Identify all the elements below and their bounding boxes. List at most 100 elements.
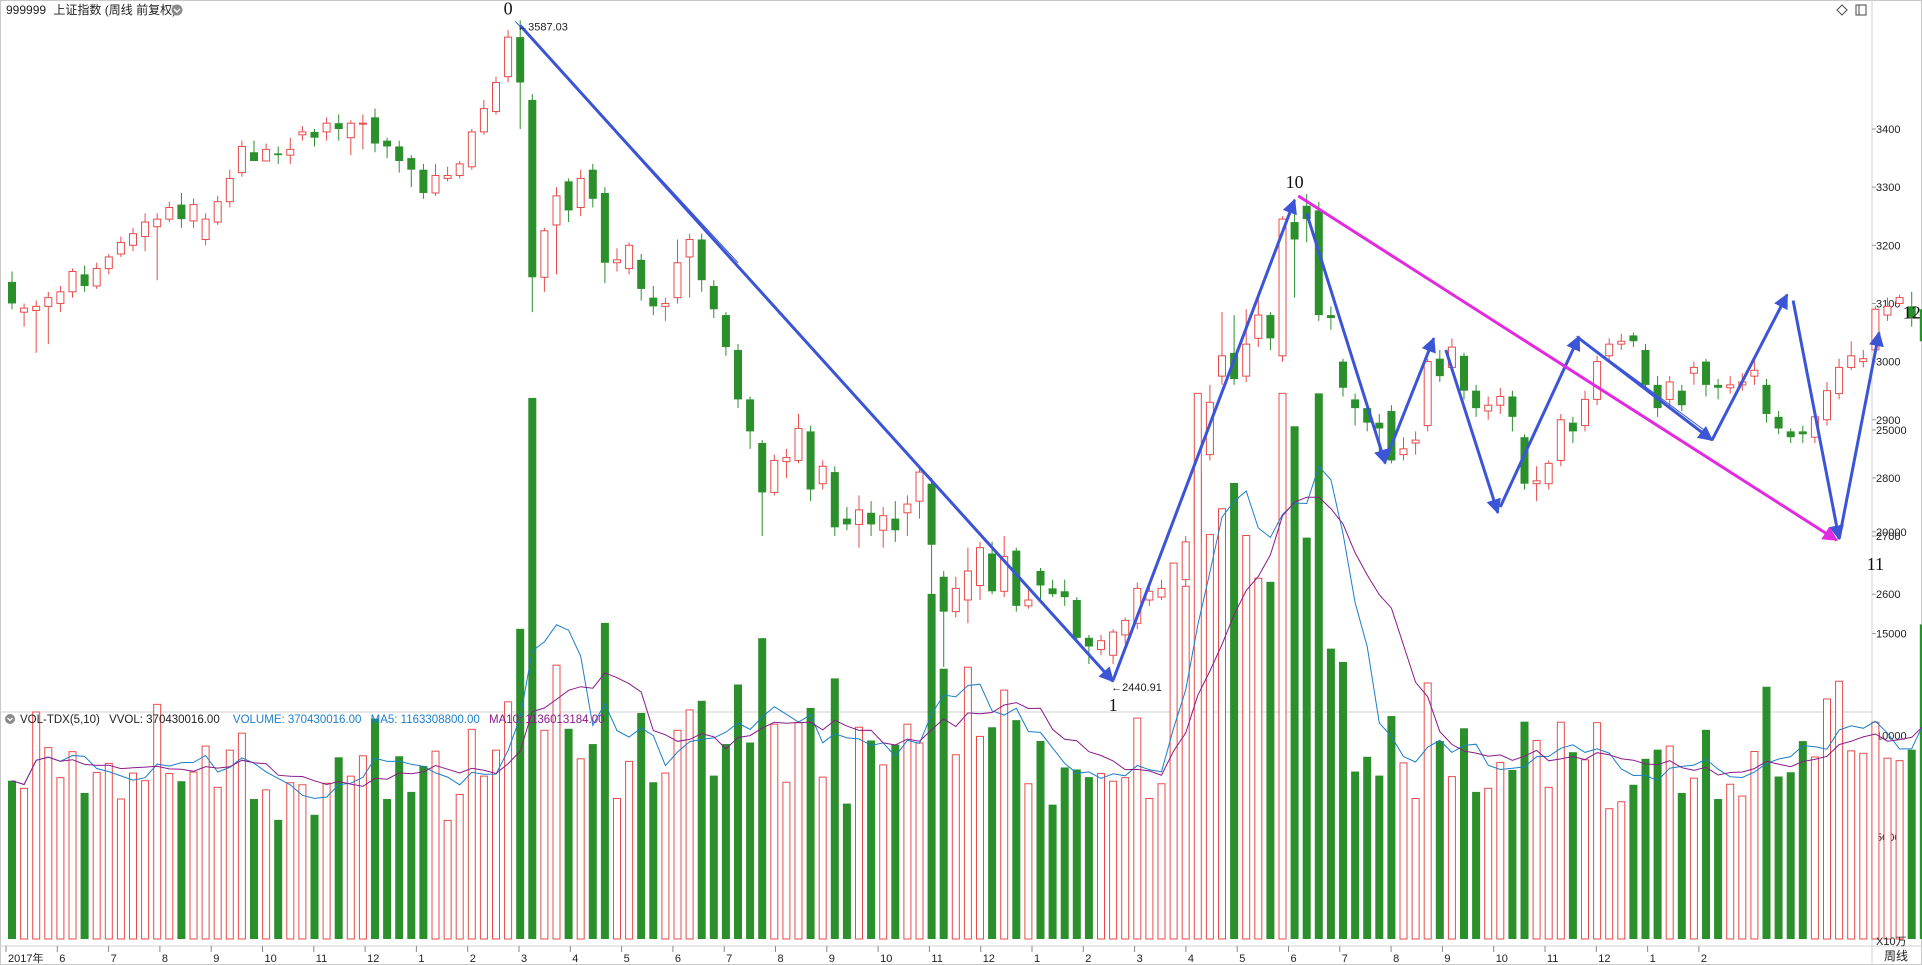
- candle[interactable]: [1532, 466, 1541, 502]
- volume-bar[interactable]: [951, 754, 960, 940]
- trendline[interactable]: [1791, 300, 1844, 541]
- volume-bar[interactable]: [1907, 749, 1916, 939]
- volume-bar[interactable]: [600, 622, 609, 939]
- volume-bar[interactable]: [322, 782, 331, 940]
- candle[interactable]: [1266, 312, 1275, 350]
- candle[interactable]: [673, 239, 682, 304]
- candle[interactable]: [1472, 384, 1481, 417]
- volume-bar[interactable]: [262, 789, 271, 940]
- volume-bar[interactable]: [1520, 721, 1529, 939]
- trendline[interactable]: [1837, 331, 1884, 540]
- volume-bar[interactable]: [806, 707, 815, 939]
- volume-bar[interactable]: [1084, 777, 1093, 939]
- volume-bar[interactable]: [576, 758, 585, 940]
- candle[interactable]: [1242, 309, 1251, 382]
- volume-bar[interactable]: [661, 772, 670, 940]
- candle[interactable]: [274, 146, 283, 164]
- volume-bar[interactable]: [1254, 577, 1263, 940]
- volume-bar[interactable]: [528, 397, 537, 940]
- volume-bar[interactable]: [44, 747, 53, 940]
- candle[interactable]: [842, 506, 851, 531]
- candle[interactable]: [1677, 384, 1686, 412]
- volume-bar[interactable]: [80, 792, 89, 939]
- candle[interactable]: [68, 268, 77, 298]
- volume-bar[interactable]: [782, 781, 791, 940]
- candle[interactable]: [1702, 358, 1710, 397]
- volume-bar[interactable]: [177, 781, 186, 939]
- candle[interactable]: [1423, 358, 1432, 432]
- candle[interactable]: [358, 114, 367, 150]
- candle[interactable]: [770, 454, 779, 496]
- volume-bar[interactable]: [1133, 717, 1142, 940]
- candle[interactable]: [20, 303, 29, 327]
- volume-bar[interactable]: [721, 744, 730, 939]
- volume-bar[interactable]: [746, 742, 755, 939]
- candle[interactable]: [213, 195, 222, 225]
- volume-bar[interactable]: [334, 757, 343, 939]
- volume-bar[interactable]: [1883, 757, 1892, 940]
- volume-bar[interactable]: [1750, 750, 1759, 940]
- candle[interactable]: [32, 300, 41, 353]
- volume-bar[interactable]: [56, 777, 65, 940]
- candle[interactable]: [1556, 413, 1565, 467]
- volume-bar[interactable]: [1653, 749, 1662, 939]
- volume-bar[interactable]: [32, 711, 41, 940]
- volume-bar[interactable]: [225, 749, 234, 940]
- volume-bar[interactable]: [1665, 745, 1674, 940]
- candle[interactable]: [492, 76, 500, 115]
- candle[interactable]: [1823, 381, 1831, 426]
- trendline[interactable]: [1297, 194, 1838, 542]
- candle[interactable]: [649, 286, 658, 316]
- volume-bar[interactable]: [1375, 775, 1384, 939]
- candle[interactable]: [963, 547, 972, 624]
- candle[interactable]: [903, 495, 912, 537]
- candle[interactable]: [310, 129, 319, 147]
- trendline[interactable]: [1578, 337, 1714, 442]
- candle[interactable]: [564, 178, 573, 223]
- candle[interactable]: [431, 163, 440, 196]
- volume-bar[interactable]: [867, 740, 876, 939]
- volume-bar[interactable]: [588, 744, 597, 939]
- candle[interactable]: [1593, 355, 1602, 406]
- volume-bar[interactable]: [1810, 756, 1819, 940]
- candle[interactable]: [56, 286, 65, 313]
- candle[interactable]: [552, 187, 561, 275]
- candle[interactable]: [1411, 431, 1420, 455]
- volume-bar[interactable]: [346, 775, 355, 940]
- candle[interactable]: [1435, 349, 1444, 382]
- volume-bar[interactable]: [1689, 777, 1698, 940]
- volume-bar[interactable]: [1629, 784, 1638, 939]
- candle[interactable]: [153, 213, 162, 281]
- volume-bar[interactable]: [1823, 698, 1831, 940]
- candle[interactable]: [1617, 333, 1626, 350]
- candle[interactable]: [467, 129, 476, 170]
- volume-bar[interactable]: [431, 750, 440, 940]
- volume-bar[interactable]: [988, 727, 997, 939]
- trendline[interactable]: [1111, 198, 1297, 681]
- volume-panel[interactable]: [8, 392, 1922, 940]
- volume-bar[interactable]: [613, 798, 621, 940]
- volume-bar[interactable]: [1544, 786, 1553, 940]
- volume-bar[interactable]: [1472, 791, 1481, 939]
- volume-bar[interactable]: [286, 782, 295, 940]
- candle[interactable]: [141, 213, 150, 252]
- volume-bar[interactable]: [1593, 722, 1602, 940]
- candle[interactable]: [201, 213, 210, 246]
- volume-bar[interactable]: [552, 664, 561, 940]
- volume-bar[interactable]: [1702, 729, 1710, 939]
- candle[interactable]: [1399, 437, 1408, 461]
- volume-bar[interactable]: [298, 784, 307, 940]
- volume-bar[interactable]: [1871, 721, 1880, 940]
- volume-bar[interactable]: [1036, 740, 1045, 939]
- volume-bar[interactable]: [1145, 798, 1154, 940]
- volume-bar[interactable]: [165, 773, 174, 940]
- candle[interactable]: [988, 541, 997, 595]
- volume-bar[interactable]: [673, 729, 682, 940]
- volume-bar[interactable]: [1351, 771, 1360, 939]
- candle[interactable]: [165, 201, 174, 223]
- volume-bar[interactable]: [903, 723, 912, 940]
- candle[interactable]: [734, 344, 742, 409]
- candle[interactable]: [1919, 306, 1922, 385]
- candle[interactable]: [721, 312, 730, 356]
- volume-bar[interactable]: [685, 709, 694, 940]
